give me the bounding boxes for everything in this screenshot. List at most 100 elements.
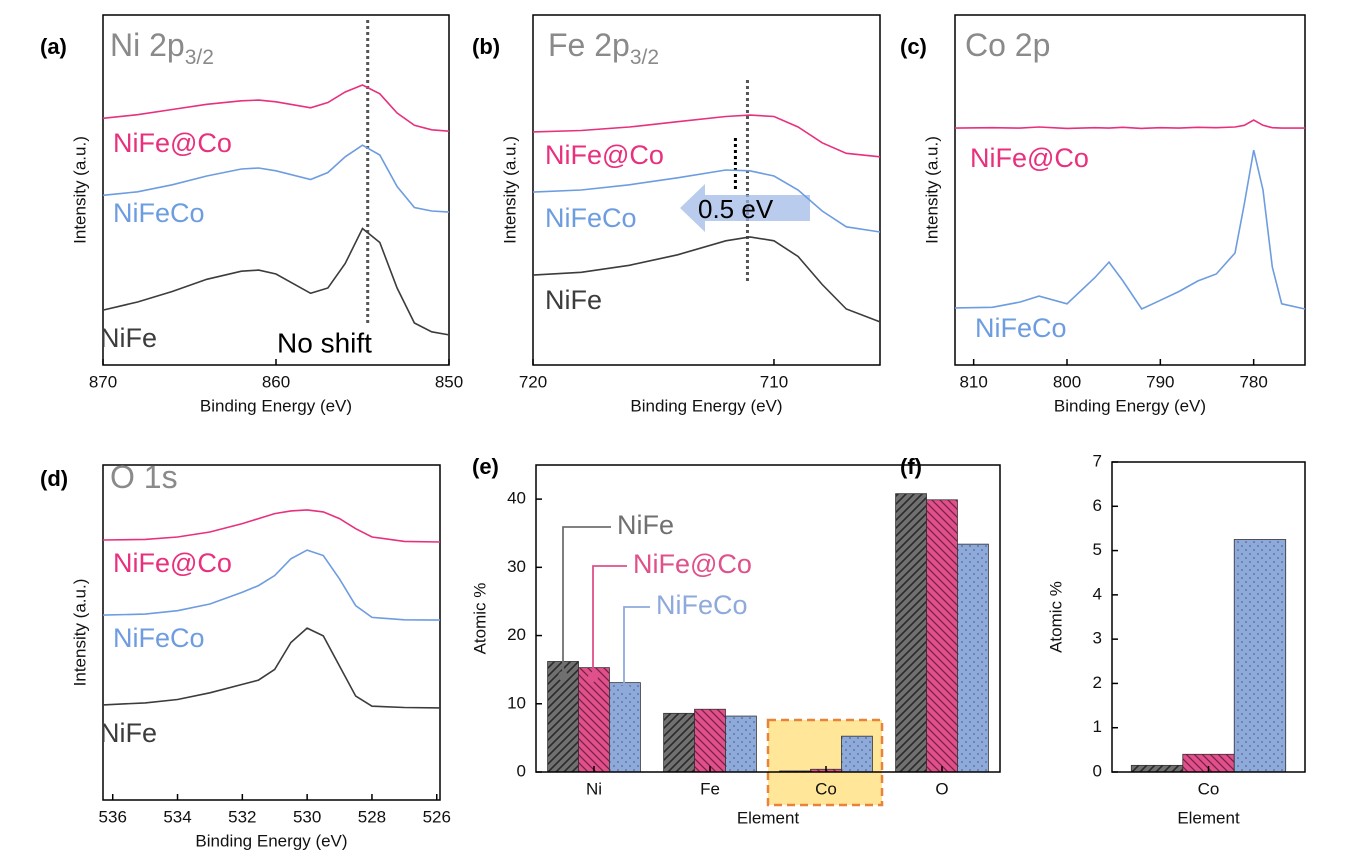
panel-label: (a) [40, 34, 67, 59]
bar [1233, 539, 1287, 773]
plot-frame [954, 14, 1306, 366]
series-label: NiFe@Co [113, 128, 232, 158]
shift-arrow [680, 184, 810, 232]
y-tick-label: 20 [507, 625, 526, 644]
series-label: NiFeCo [545, 203, 637, 233]
x-axis-label: Element [737, 808, 800, 827]
spectrum-line [532, 169, 881, 233]
plot-frame [1111, 461, 1306, 773]
y-axis-label: Atomic % [470, 583, 489, 655]
legend-dot [558, 671, 568, 681]
spectrum-line [532, 236, 881, 323]
x-axis-label: Element [1177, 808, 1240, 827]
x-tick-label: Co [815, 779, 837, 798]
x-tick-label: Ni [586, 779, 602, 798]
y-tick-label: 2 [1093, 673, 1102, 692]
y-tick-label: 4 [1093, 584, 1102, 603]
legend-leader [623, 606, 650, 695]
panel-title: Ni 2p3/2 [110, 27, 214, 68]
bar [725, 715, 757, 773]
x-tick-label: 860 [262, 372, 290, 391]
plot-frame [532, 14, 881, 366]
panel-label: (b) [472, 34, 500, 59]
x-tick-label: 534 [163, 807, 191, 826]
spectrum-line [954, 149, 1306, 311]
y-tick-label: 0 [517, 761, 526, 780]
spectrum-line [102, 84, 450, 132]
y-axis-label: Intensity (a.u.) [70, 136, 89, 244]
x-tick-label: 720 [519, 372, 547, 391]
title-main: Co 2p [965, 27, 1050, 63]
x-tick-label: 536 [99, 807, 127, 826]
title-main: O 1s [110, 459, 178, 495]
bar [957, 543, 989, 773]
legend-label: NiFe@Co [633, 549, 752, 579]
plot-frame [102, 464, 441, 801]
y-tick-label: 30 [507, 557, 526, 576]
panel-label: (c) [900, 34, 927, 59]
x-tick-label: Fe [700, 779, 720, 798]
spectrum-line [954, 119, 1305, 130]
y-tick-label: 3 [1093, 629, 1102, 648]
y-tick-label: 0 [1093, 761, 1102, 780]
y-tick-label: 6 [1093, 496, 1102, 515]
x-tick-label: 526 [423, 807, 451, 826]
x-tick-label: 790 [1146, 372, 1174, 391]
series-label: NiFeCo [113, 623, 205, 653]
series-label: NiFe [100, 323, 157, 353]
x-tick-label: 532 [228, 807, 256, 826]
spectrum-line [102, 509, 441, 543]
annotation: No shift [277, 327, 372, 358]
bar [578, 667, 610, 773]
bar [895, 493, 927, 773]
title-subscript: 3/2 [630, 46, 659, 69]
panel-title: O 1s [110, 459, 178, 495]
y-tick-label: 5 [1093, 540, 1102, 559]
x-tick-label: 850 [435, 372, 463, 391]
x-axis-label: Binding Energy (eV) [630, 396, 782, 415]
legend-label: NiFeCo [656, 590, 748, 620]
series-label: NiFeCo [113, 198, 205, 228]
x-tick-label: 870 [89, 372, 117, 391]
x-tick-label: Co [1198, 779, 1220, 798]
spectrum-line [102, 144, 450, 213]
title-subscript: 3/2 [185, 46, 214, 69]
series-label: NiFe [100, 718, 157, 748]
bar [694, 708, 726, 773]
x-tick-label: 810 [959, 372, 987, 391]
series-label: NiFe [545, 285, 602, 315]
x-tick-label: 800 [1053, 372, 1081, 391]
panel-label: (d) [40, 466, 68, 491]
x-axis-label: Binding Energy (eV) [1054, 396, 1206, 415]
spectrum-line [532, 114, 881, 158]
annotation: 0.5 eV [698, 194, 774, 224]
spectrum-line [102, 549, 441, 621]
y-axis-label: Intensity (a.u.) [70, 579, 89, 687]
x-tick-label: 780 [1239, 372, 1267, 391]
legend-dot [588, 672, 598, 682]
bar [841, 735, 873, 773]
panel-title: Fe 2p3/2 [548, 27, 659, 68]
spectrum-line [102, 227, 450, 336]
series-label: NiFe@Co [970, 143, 1089, 173]
plot-frame [102, 14, 450, 366]
legend-leader [592, 565, 627, 677]
legend-label: NiFe [617, 510, 674, 540]
panel-label: (f) [900, 454, 922, 479]
bar [1130, 764, 1184, 773]
y-axis-label: Intensity (a.u.) [500, 136, 519, 244]
x-tick-label: 530 [293, 807, 321, 826]
y-tick-label: 7 [1093, 451, 1102, 470]
panel-label: (e) [472, 454, 499, 479]
y-axis-label: Intensity (a.u.) [922, 136, 941, 244]
spectrum-line [102, 627, 441, 709]
legend-leader [562, 526, 611, 676]
title-main: Ni 2p [110, 27, 185, 63]
y-axis-label: Atomic % [1046, 581, 1065, 653]
y-tick-label: 10 [507, 693, 526, 712]
y-tick-label: 40 [507, 489, 526, 508]
x-tick-label: 528 [358, 807, 386, 826]
title-main: Fe 2p [548, 27, 630, 63]
x-tick-label: O [935, 779, 948, 798]
